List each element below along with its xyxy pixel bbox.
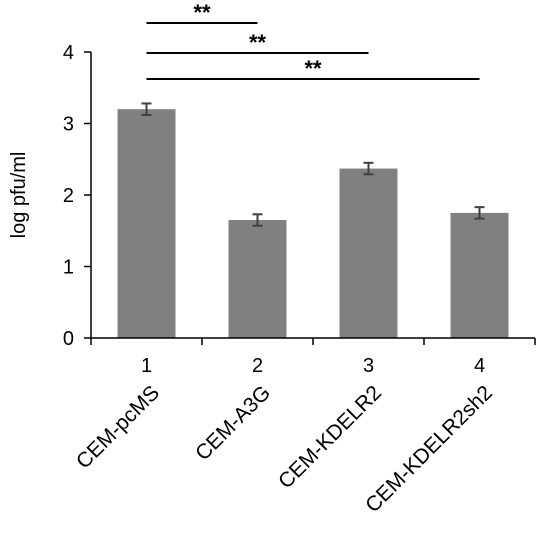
y-tick-label: 3 <box>63 114 74 136</box>
category-label: CEM-KDELR2 <box>274 381 386 493</box>
significance-brackets: ** ** ** <box>146 0 480 81</box>
y-tick-label: 4 <box>63 42 74 64</box>
category-label: CEM-pcMS <box>72 381 164 473</box>
significance-label: ** <box>304 56 322 81</box>
significance-label: ** <box>249 30 267 55</box>
x-tick-label: 4 <box>474 355 485 377</box>
y-axis-title: log pfu/ml <box>8 152 30 239</box>
x-tick-label: 1 <box>141 355 152 377</box>
bar <box>117 109 176 338</box>
bar <box>228 220 287 338</box>
x-tick-label: 2 <box>252 355 263 377</box>
bar <box>339 168 398 338</box>
significance-label: ** <box>193 0 211 25</box>
y-axis: 0 1 2 3 4 <box>63 42 92 350</box>
y-tick-label: 1 <box>63 257 74 279</box>
x-tick-label: 3 <box>363 355 374 377</box>
y-tick-label: 2 <box>63 185 74 207</box>
bars <box>117 102 509 338</box>
category-label: CEM-A3G <box>191 381 275 465</box>
bar <box>450 212 509 338</box>
y-tick-label: 0 <box>63 328 74 350</box>
